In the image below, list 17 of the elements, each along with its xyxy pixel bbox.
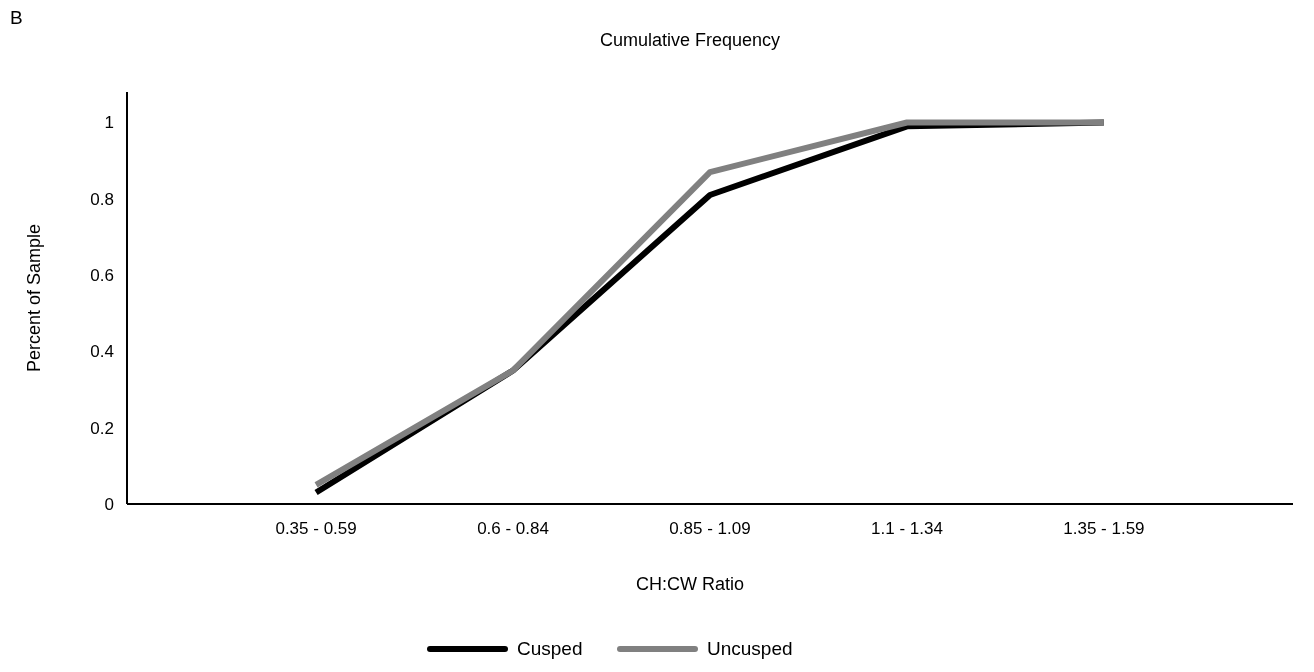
x-tick-label: 1.1 - 1.34 bbox=[871, 519, 943, 538]
legend-label: Cusped bbox=[517, 638, 583, 659]
y-tick-label: 1 bbox=[104, 113, 114, 133]
y-tick-label: 0.6 bbox=[90, 266, 114, 286]
x-axis-title: CH:CW Ratio bbox=[635, 574, 745, 594]
chart-title: Cumulative Frequency bbox=[599, 30, 781, 50]
legend-label: Uncusped bbox=[707, 638, 793, 659]
y-axis-title: Percent of Sample bbox=[24, 223, 44, 373]
x-tick-label: 0.35 - 0.59 bbox=[275, 519, 357, 538]
y-tick-label: 0.8 bbox=[90, 189, 114, 209]
x-tick-label: 0.6 - 0.84 bbox=[477, 519, 549, 538]
y-tick-label: 0 bbox=[104, 494, 114, 514]
y-tick-label: 0.4 bbox=[90, 342, 114, 362]
x-tick-label: 0.85 - 1.09 bbox=[669, 519, 751, 538]
text: B bbox=[10, 7, 23, 28]
x-tick-label: 1.35 - 1.59 bbox=[1063, 519, 1145, 538]
y-tick-label: 0.2 bbox=[90, 418, 114, 438]
